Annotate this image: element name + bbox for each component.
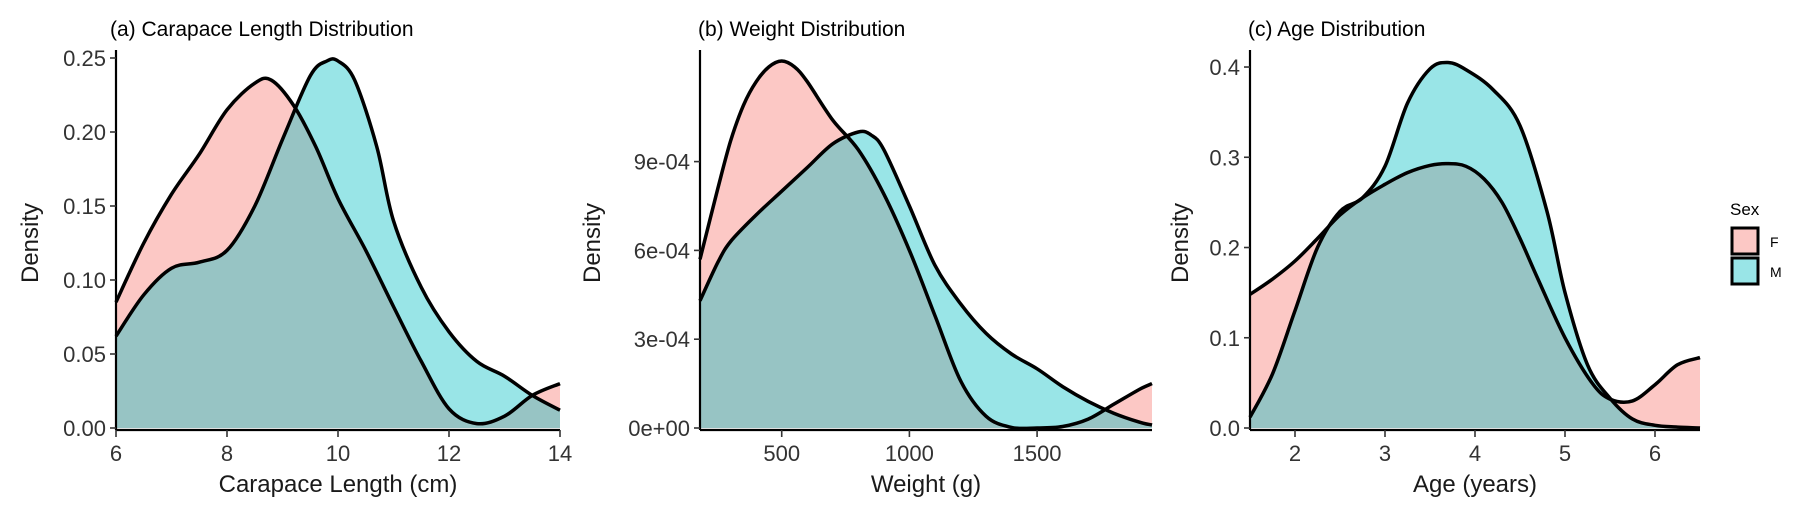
legend: Sex F M [1730, 200, 1782, 286]
panel-a-y-tick-label: 0.00 [63, 416, 106, 441]
panel-a-x-tick-label: 14 [548, 441, 572, 466]
panel-age: (c) Age Distribution 0.0 0.1 0.2 0.3 0.4 2 3 4 5 6… [1167, 18, 1701, 498]
panel-a-title: (a) Carapace Length Distribution [110, 18, 414, 41]
panel-a-x-tick-label: 6 [110, 441, 122, 466]
panel-a-density-line-m [114, 57, 561, 412]
legend-label-m: M [1770, 264, 1782, 280]
panel-a-y-tick-label: 0.05 [63, 342, 106, 367]
panel-a-density-line-f [114, 76, 561, 426]
legend-swatch-m [1730, 256, 1760, 286]
panel-c-y-tick-label: 0.4 [1209, 55, 1240, 80]
panel-c-x-tick-label: 5 [1559, 441, 1571, 466]
panel-b-title: (b) Weight Distribution [698, 18, 905, 41]
panel-c-density-line-m [1248, 60, 1701, 430]
panel-a-x-tick-label: 8 [221, 441, 233, 466]
panel-c-x-label: Age (years) [1413, 471, 1537, 498]
panel-a-y-tick-label: 0.20 [63, 120, 106, 145]
panel-c-x-tick-label: 4 [1469, 441, 1481, 466]
panel-c-x-tick-label: 6 [1649, 441, 1661, 466]
panel-a-y-tick-label: 0.15 [63, 194, 106, 219]
panel-a-density-area-f [116, 78, 560, 428]
panel-weight: (b) Weight Distribution 0e+00 3e-04 6e-04 9e… [579, 18, 1153, 498]
panel-c-y-tick-label: 0.1 [1209, 326, 1240, 351]
panel-c-y-label: Density [1167, 203, 1194, 283]
panel-b-y-tick-label: 6e-04 [634, 238, 690, 263]
panel-b-x-tick-label: 500 [763, 441, 800, 466]
panel-b-x-tick-label: 1500 [1013, 441, 1062, 466]
panel-b-density-line-f [698, 59, 1153, 431]
panel-a-y-tick-label: 0.25 [63, 46, 106, 71]
panel-c-x-tick-label: 2 [1289, 441, 1301, 466]
panel-a-y-tick-label: 0.10 [63, 268, 106, 293]
panel-b-density-line-m [698, 129, 1153, 427]
panel-c-title: (c) Age Distribution [1248, 18, 1425, 41]
panel-b-y-tick-label: 9e-04 [634, 150, 690, 175]
panel-b-x-label: Weight (g) [871, 471, 981, 498]
panel-c-y-tick-label: 0.0 [1209, 416, 1240, 441]
panel-c-y-tick-label: 0.3 [1209, 145, 1240, 170]
legend-swatch-f [1730, 226, 1760, 256]
panel-a-x-label: Carapace Length (cm) [219, 471, 458, 498]
panel-b-y-tick-label: 0e+00 [628, 416, 690, 441]
panel-b-density-area-m [700, 131, 1152, 428]
panel-b-y-tick-label: 3e-04 [634, 327, 690, 352]
panel-a-y-label: Density [17, 203, 44, 283]
panel-a-x-tick-label: 10 [326, 441, 350, 466]
legend-label-f: F [1770, 234, 1779, 250]
panel-c-x-tick-label: 3 [1379, 441, 1391, 466]
panel-a-x-tick-label: 12 [437, 441, 461, 466]
panel-c-density-area-f [1250, 163, 1700, 428]
panel-b-density-area-f [700, 61, 1152, 429]
panel-c-y-tick-label: 0.2 [1209, 236, 1240, 261]
panel-a-density-area-m [116, 58, 560, 429]
panel-carapace-length: (a) Carapace Length Distribution 0.00 0.05… [17, 18, 572, 498]
panel-b-x-tick-label: 1000 [885, 441, 934, 466]
panel-b-y-label: Density [579, 203, 606, 283]
legend-title: Sex [1730, 200, 1760, 219]
panel-c-density-area-m [1250, 62, 1700, 429]
